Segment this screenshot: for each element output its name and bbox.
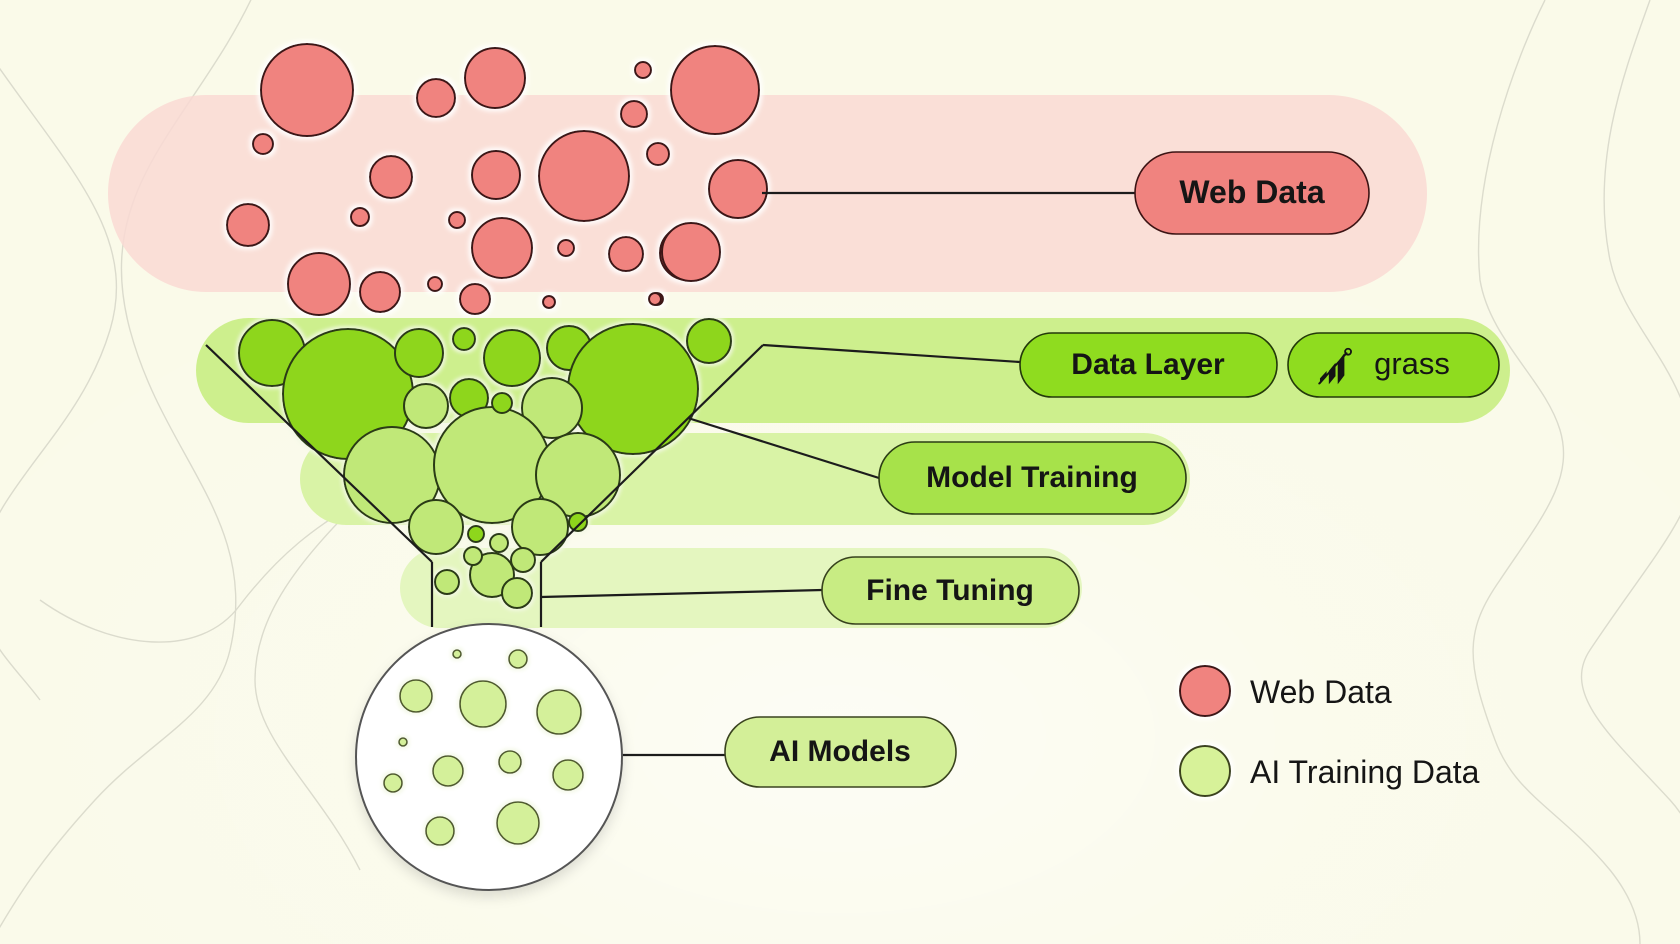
svg-text:Fine Tuning: Fine Tuning — [866, 574, 1034, 607]
svg-text:Web Data: Web Data — [1250, 674, 1392, 710]
svg-text:AI Training Data: AI Training Data — [1250, 754, 1480, 790]
svg-text:AI Models: AI Models — [769, 735, 911, 768]
svg-text:grass: grass — [1374, 346, 1450, 381]
svg-text:Data Layer: Data Layer — [1071, 348, 1225, 381]
svg-text:Model Training: Model Training — [926, 461, 1138, 494]
svg-text:Web Data: Web Data — [1179, 174, 1324, 210]
